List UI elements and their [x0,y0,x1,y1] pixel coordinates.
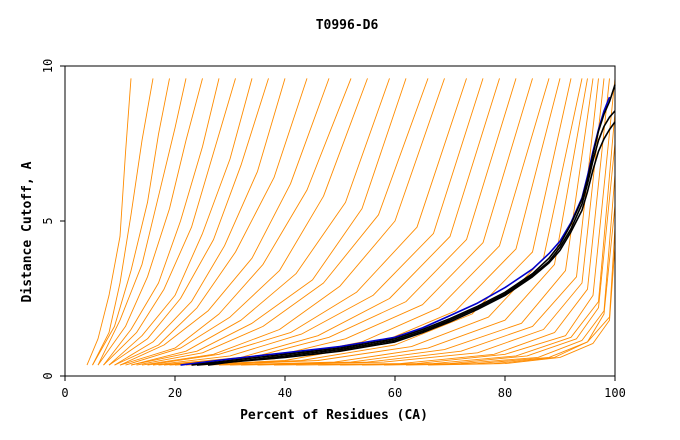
model-series-line [207,78,583,366]
x-tick-label: 60 [388,386,402,400]
chart-title: T0996-D6 [316,18,379,33]
model-series-line [130,78,407,366]
x-tick-label: 0 [61,386,68,400]
model-series-line [185,78,561,366]
model-series-line [86,78,132,366]
model-series-line [427,245,616,366]
x-tick-label: 100 [604,386,626,400]
model-series-line [119,78,352,366]
model-series-line [147,78,467,366]
model-series-line [114,78,308,366]
model-series-line [103,78,236,366]
x-tick-label: 80 [498,386,512,400]
highlight-series-line [191,84,616,366]
model-series-line [97,78,187,366]
highlight-series-line [196,110,616,366]
model-series-line [108,78,269,366]
y-axis-label: Distance Cutoff, A [20,161,35,302]
model-series-line [130,78,390,366]
model-series-line [136,78,429,366]
y-tick-label: 0 [41,372,55,379]
model-series-line [196,78,572,366]
x-tick-label: 40 [278,386,292,400]
model-series-line [92,78,170,366]
model-series-line [108,78,253,366]
axes-group: 0 20 40 60 80 100 0 5 10 [41,59,626,400]
lines-group [86,78,616,366]
model-series-line [119,78,330,366]
model-series-line [97,78,203,366]
model-series-line [103,78,220,366]
highlight-series-line [207,121,616,366]
model-series-line [114,78,286,366]
x-axis-label: Percent of Residues (CA) [240,408,428,423]
model-series-line [125,78,368,366]
x-tick-label: 20 [168,386,182,400]
y-tick-label: 5 [41,217,55,224]
model-series-line [257,78,605,366]
model-series-line [92,78,154,366]
model-series-line [152,78,484,366]
model-series-line [141,78,445,366]
y-tick-label: 10 [41,59,55,73]
